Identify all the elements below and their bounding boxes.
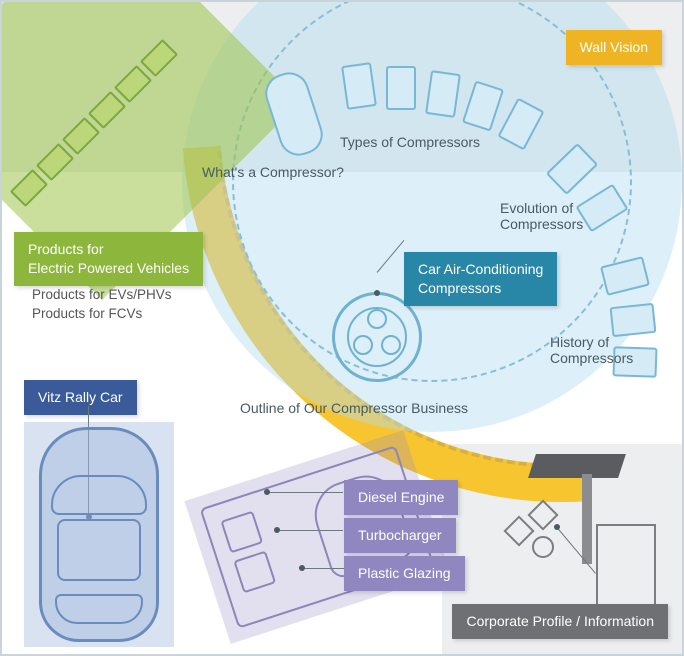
floorplan-canvas: What's a Compressor? Types of Compressor…	[0, 0, 684, 656]
label-evolution-compressors: Evolution of Compressors	[500, 200, 583, 232]
label-text: Evolution of	[500, 200, 573, 216]
lead-dot	[374, 290, 380, 296]
badge-glazing: Plastic Glazing	[344, 556, 465, 591]
badge-car-ac: Car Air-Conditioning Compressors	[404, 252, 557, 306]
label-outline-business: Outline of Our Compressor Business	[240, 400, 468, 416]
shape-icon	[503, 515, 534, 546]
display-panel	[386, 66, 416, 110]
shape-icon	[532, 536, 554, 558]
badge-text: Electric Powered Vehicles	[28, 260, 189, 276]
kiosk-post	[582, 474, 592, 564]
badge-wall-vision: Wall Vision	[566, 30, 662, 65]
lead-dot	[274, 527, 280, 533]
sublabel-text: Products for EVs/PHVs	[32, 287, 172, 302]
car-zone	[24, 422, 174, 647]
lead-dot	[299, 565, 305, 571]
lead-dot	[554, 524, 560, 530]
lead-line	[267, 492, 343, 493]
display-panel	[610, 303, 657, 337]
badge-ev-products: Products for Electric Powered Vehicles	[14, 232, 203, 286]
kiosk-screen-icon	[528, 454, 626, 478]
label-whats-compressor: What's a Compressor?	[202, 164, 344, 180]
lead-line	[302, 568, 344, 569]
sublabel-ev: Products for EVs/PHVs Products for FCVs	[32, 286, 172, 324]
badge-vitz: Vitz Rally Car	[24, 380, 137, 415]
label-text: Compressors	[500, 216, 583, 232]
badge-turbo: Turbocharger	[344, 518, 456, 553]
lead-dot	[264, 489, 270, 495]
car-icon	[39, 427, 159, 642]
label-text: Compressors	[550, 350, 633, 366]
badge-text: Compressors	[418, 280, 501, 296]
label-history-compressors: History of Compressors	[550, 334, 633, 366]
label-types-compressors: Types of Compressors	[340, 134, 480, 150]
sublabel-text: Products for FCVs	[32, 306, 142, 321]
lead-line	[277, 530, 343, 531]
badge-text: Car Air-Conditioning	[418, 261, 543, 277]
display-panel	[425, 70, 461, 118]
badge-diesel: Diesel Engine	[344, 480, 458, 515]
label-text: History of	[550, 334, 609, 350]
badge-corporate: Corporate Profile / Information	[452, 604, 668, 639]
badge-text: Products for	[28, 241, 103, 257]
display-panel	[341, 62, 377, 110]
